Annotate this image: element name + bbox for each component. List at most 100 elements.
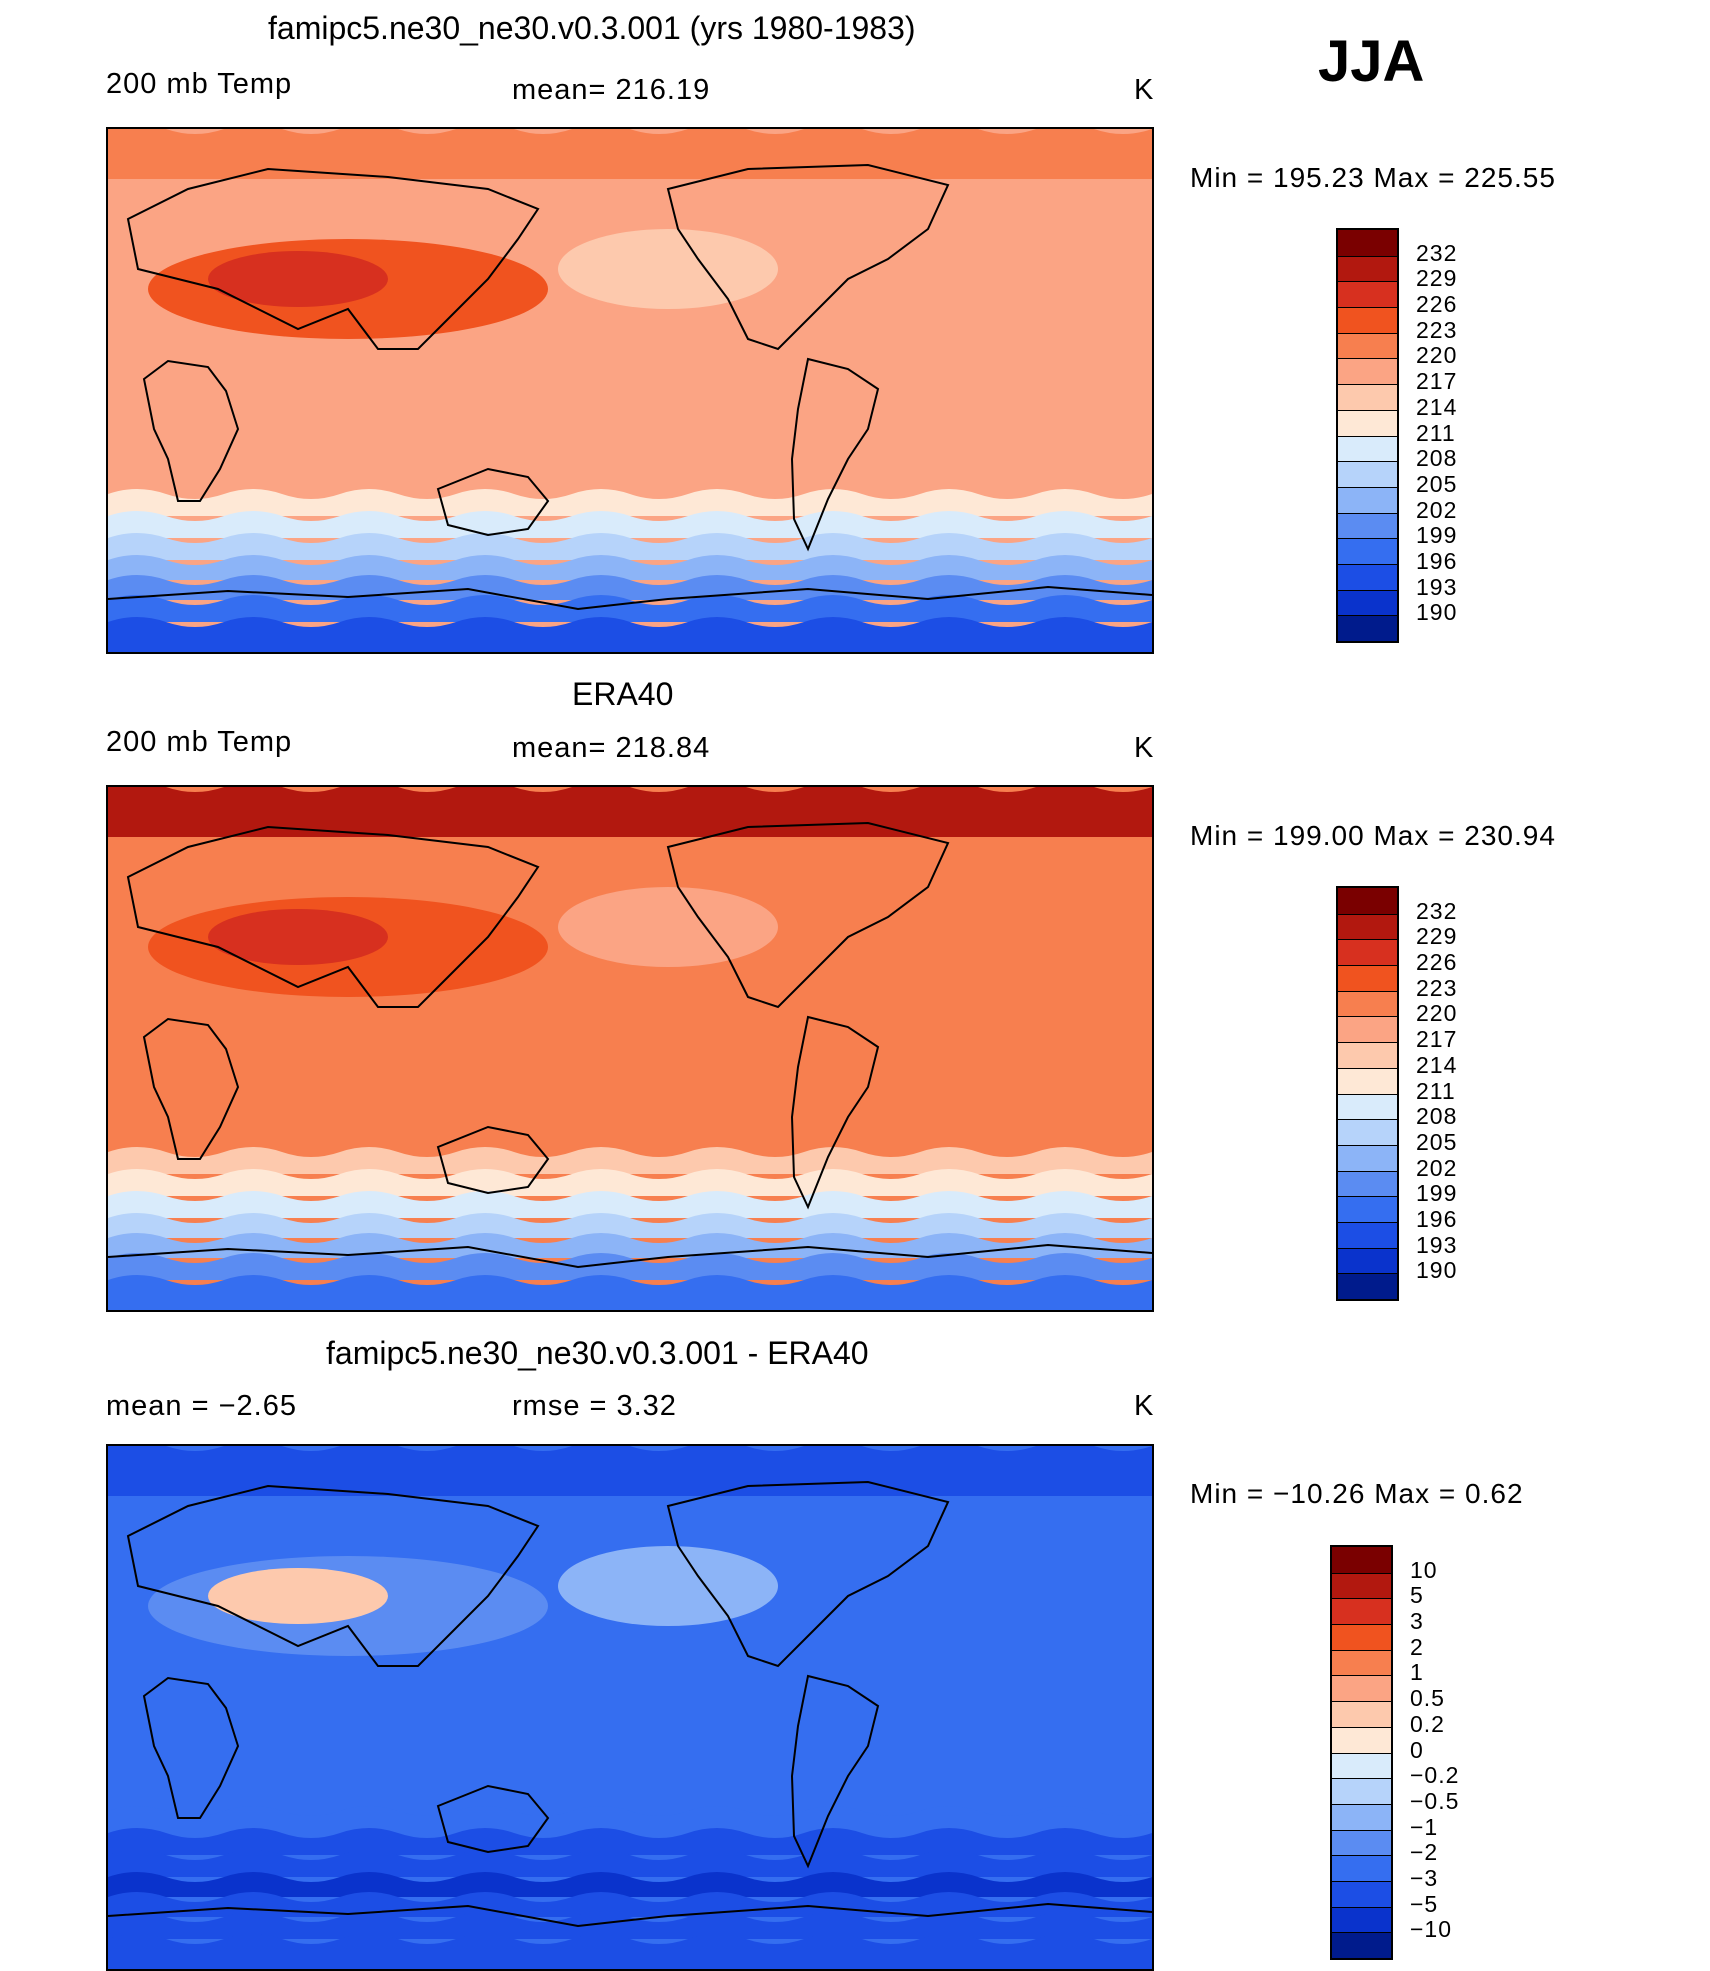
colorbar-swatch xyxy=(1338,384,1397,410)
arctic-band xyxy=(108,787,1152,837)
colorbar-swatch xyxy=(1332,1906,1391,1933)
polar-band xyxy=(108,617,1152,652)
panel-1-minmax: Min = 195.23 Max = 225.55 xyxy=(1190,162,1556,193)
africa-coastline xyxy=(142,1676,240,1819)
colorbar-label: 205 xyxy=(1416,1128,1458,1155)
colorbar-swatch xyxy=(1338,939,1397,966)
australia-coastline xyxy=(436,1784,550,1854)
colorbar-swatch xyxy=(1338,358,1397,385)
panel-3-minmax: Min = −10.26 Max = 0.62 xyxy=(1190,1478,1524,1509)
colorbar-label: −1 xyxy=(1410,1813,1439,1840)
colorbar-swatch xyxy=(1338,461,1397,487)
colorbar-label: 232 xyxy=(1416,897,1458,924)
panel-2-units: K xyxy=(1134,732,1155,764)
colorbar-swatch xyxy=(1338,1067,1397,1094)
temperature-field xyxy=(108,787,1152,1310)
subpolar-band-4 xyxy=(108,1872,1152,1897)
subpolar-band-3 xyxy=(108,533,1152,560)
arctic-band xyxy=(108,1446,1152,1496)
colorbar-swatch xyxy=(1338,1042,1397,1068)
polar-band xyxy=(108,1934,1152,1969)
antarctica-coastline xyxy=(108,585,1152,611)
colorbar-swatch xyxy=(1338,1273,1397,1299)
colorbar-swatch xyxy=(1338,1093,1397,1120)
subpolar-band-2 xyxy=(108,1169,1152,1196)
panel-1-title: famipc5.ne30_ne30.v0.3.001 (yrs 1980-198… xyxy=(268,10,916,46)
panel-1-mean-label: mean= 216.19 xyxy=(512,74,711,106)
panel-1-units: K xyxy=(1134,74,1155,106)
subpolar-band-3 xyxy=(108,1191,1152,1218)
panel-3-map xyxy=(106,1444,1154,1971)
panel-3-title: famipc5.ne30_ne30.v0.3.001 - ERA40 xyxy=(326,1335,869,1371)
colorbar-label: 2 xyxy=(1410,1633,1424,1660)
colorbar-label: 0.5 xyxy=(1410,1685,1445,1712)
north-america-coastline xyxy=(666,821,950,1009)
colorbar-label: 5 xyxy=(1410,1582,1424,1609)
temperature-field xyxy=(108,1446,1152,1969)
colorbar-swatch xyxy=(1338,1196,1397,1222)
colorbar-label: 232 xyxy=(1416,239,1458,266)
africa-coastline xyxy=(142,359,240,502)
colorbar-label: 229 xyxy=(1416,265,1458,292)
colorbar-swatch xyxy=(1338,615,1397,641)
colorbar-swatch xyxy=(1338,538,1397,564)
colorbar-label: 1 xyxy=(1410,1659,1424,1686)
colorbar-label: 190 xyxy=(1416,599,1458,626)
colorbar-swatch xyxy=(1338,888,1397,914)
subpolar-band-4 xyxy=(108,1213,1152,1238)
colorbar-swatch xyxy=(1338,332,1397,359)
subpolar-band-1 xyxy=(108,489,1152,516)
panel-3-colorbar xyxy=(1330,1545,1393,1960)
panel-2-colorbar xyxy=(1336,886,1399,1301)
colorbar-swatch xyxy=(1332,1649,1391,1676)
panel-2-map xyxy=(106,785,1154,1312)
africa-coastline xyxy=(142,1017,240,1160)
colorbar-swatch xyxy=(1332,1829,1391,1856)
subpolar-band-2 xyxy=(108,511,1152,538)
colorbar-label: 214 xyxy=(1416,393,1458,420)
tibetan-core-region xyxy=(208,1568,388,1624)
subpolar-band-2 xyxy=(108,1828,1152,1855)
polar-band xyxy=(108,1275,1152,1310)
colorbar-swatch xyxy=(1338,1247,1397,1274)
pacific-cool-region xyxy=(558,1546,778,1626)
colorbar-label: 217 xyxy=(1416,1026,1458,1053)
colorbar-label: 0.2 xyxy=(1410,1710,1445,1737)
colorbar-swatch xyxy=(1338,1170,1397,1197)
panel-3-mean-label: mean = −2.65 xyxy=(106,1390,297,1422)
panel-3-rmse-label: rmse = 3.32 xyxy=(512,1390,677,1422)
colorbar-label: −2 xyxy=(1410,1839,1439,1866)
colorbar-label: 199 xyxy=(1416,522,1458,549)
panel-2-title: ERA40 xyxy=(572,676,674,712)
subpolar-band-6 xyxy=(108,1912,1152,1939)
panel-1-variable-label: 200 mb Temp xyxy=(106,68,293,100)
panel-1-map xyxy=(106,127,1154,654)
colorbar-label: 223 xyxy=(1416,316,1458,343)
colorbar-swatch xyxy=(1338,255,1397,282)
panel-2-minmax: Min = 199.00 Max = 230.94 xyxy=(1190,820,1556,851)
colorbar-swatch xyxy=(1338,965,1397,991)
colorbar-swatch xyxy=(1338,563,1397,590)
colorbar-label: 214 xyxy=(1416,1051,1458,1078)
colorbar-swatch xyxy=(1332,1932,1391,1958)
colorbar-swatch xyxy=(1338,435,1397,462)
colorbar-swatch xyxy=(1332,1598,1391,1625)
subpolar-band-5 xyxy=(108,1892,1152,1917)
colorbar-label: −10 xyxy=(1410,1916,1453,1943)
colorbar-label: 199 xyxy=(1416,1180,1458,1207)
colorbar-label: 229 xyxy=(1416,923,1458,950)
colorbar-label: 226 xyxy=(1416,949,1458,976)
subpolar-band-6 xyxy=(108,1253,1152,1280)
colorbar-label: −5 xyxy=(1410,1890,1439,1917)
colorbar-swatch xyxy=(1338,307,1397,333)
temperature-field xyxy=(108,129,1152,652)
colorbar-swatch xyxy=(1332,1803,1391,1830)
colorbar-swatch xyxy=(1332,1547,1391,1573)
subpolar-band-5 xyxy=(108,1233,1152,1258)
colorbar-swatch xyxy=(1338,1016,1397,1043)
colorbar-label: 211 xyxy=(1416,1077,1456,1104)
colorbar-swatch xyxy=(1338,1221,1397,1248)
colorbar-label: −0.2 xyxy=(1410,1762,1460,1789)
colorbar-label: 202 xyxy=(1416,496,1458,523)
colorbar-label: 220 xyxy=(1416,1000,1458,1027)
